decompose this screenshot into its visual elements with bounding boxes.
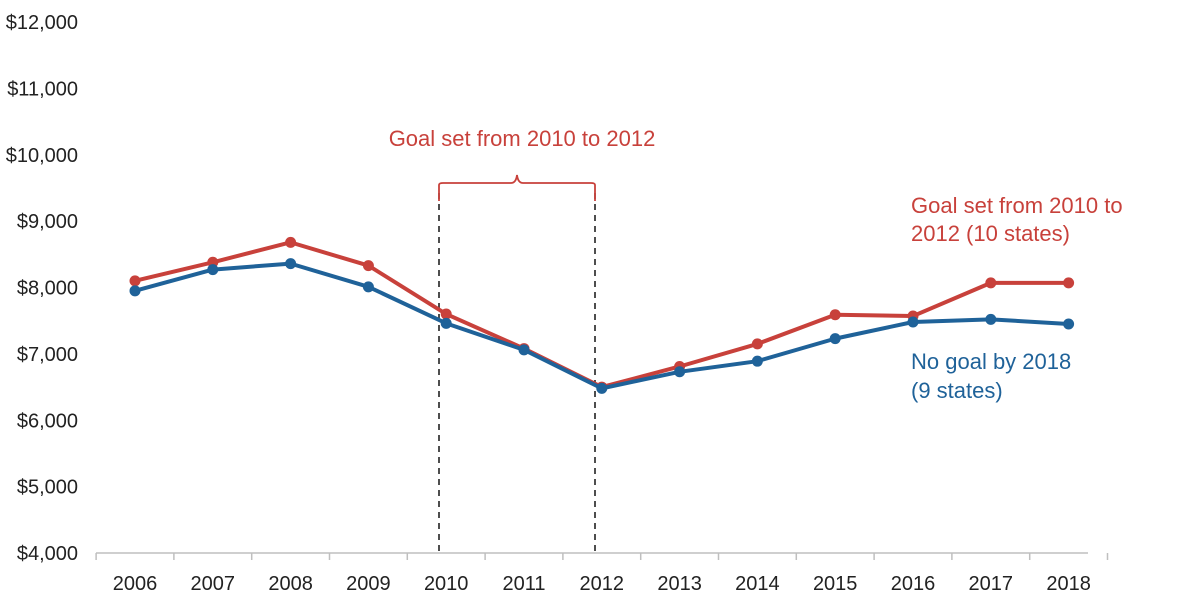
goal-period-bracket <box>438 174 596 201</box>
data-point-no-goal <box>1063 318 1075 330</box>
x-tick-label: 2006 <box>113 573 158 595</box>
x-tick-label: 2008 <box>268 573 313 595</box>
y-tick-label: $8,000 <box>17 278 78 300</box>
data-point-goal-set <box>751 338 763 350</box>
y-axis: $4,000 $5,000 $6,000 $7,000 $8,000 $9,000 $10,… <box>6 12 78 565</box>
goal-period-annotation: Goal set from 2010 to 2012 <box>389 126 656 553</box>
data-point-no-goal <box>285 258 297 270</box>
data-point-goal-set <box>1063 277 1075 289</box>
data-point-goal-set <box>985 277 997 289</box>
x-tick-label: 2011 <box>502 573 545 595</box>
x-tick-label: 2014 <box>735 573 780 595</box>
y-tick-label: $7,000 <box>17 344 78 366</box>
data-point-no-goal <box>362 281 374 293</box>
series-group <box>129 236 1075 394</box>
data-point-no-goal <box>518 344 530 356</box>
x-tick-label: 2007 <box>191 573 236 595</box>
x-tick-label: 2010 <box>424 573 469 595</box>
data-point-goal-set <box>440 308 452 320</box>
y-tick-label: $10,000 <box>6 145 78 167</box>
series-labels: Goal set from 2010 to 2012 (10 states) N… <box>911 193 1129 403</box>
x-tick-label: 2016 <box>891 573 936 595</box>
y-tick-label: $12,000 <box>6 12 78 34</box>
x-tick-label: 2017 <box>969 573 1014 595</box>
data-point-no-goal <box>985 313 997 325</box>
x-tick-label: 2012 <box>580 573 625 595</box>
data-point-no-goal <box>751 355 763 367</box>
x-tick-label: 2013 <box>657 573 702 595</box>
x-axis: 2006 2007 2008 2009 2010 2011 2012 2013 2014 2015… <box>95 552 1109 595</box>
y-tick-label: $6,000 <box>17 410 78 432</box>
x-tick-label: 2018 <box>1046 573 1091 595</box>
y-tick-label: $5,000 <box>17 477 78 499</box>
x-tick-label: 2009 <box>346 573 391 595</box>
goal-period-label: Goal set from 2010 to 2012 <box>389 126 656 151</box>
y-tick-label: $9,000 <box>17 211 78 233</box>
data-point-no-goal <box>596 382 608 394</box>
data-point-no-goal <box>207 264 219 276</box>
data-point-goal-set <box>362 260 374 272</box>
data-point-no-goal <box>907 316 919 328</box>
series-label-goal: Goal set from 2010 to 2012 (10 states) <box>911 193 1129 246</box>
data-point-goal-set <box>829 309 841 321</box>
data-point-goal-set <box>129 275 141 287</box>
data-point-no-goal <box>129 285 141 297</box>
x-tick-label: 2015 <box>813 573 858 595</box>
data-point-no-goal <box>440 317 452 329</box>
data-point-goal-set <box>285 236 297 248</box>
y-tick-label: $4,000 <box>17 543 78 565</box>
data-point-no-goal <box>674 366 686 378</box>
y-tick-label: $11,000 <box>7 78 78 100</box>
series-label-no-goal: No goal by 2018 (9 states) <box>911 349 1077 403</box>
data-point-no-goal <box>829 333 841 345</box>
